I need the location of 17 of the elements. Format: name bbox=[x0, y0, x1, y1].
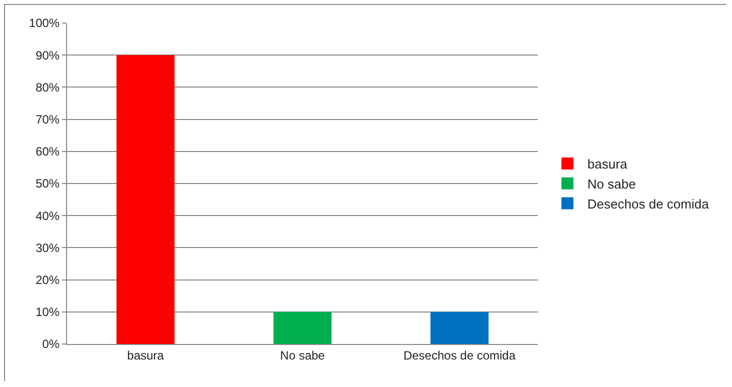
x-tick-label: No sabe bbox=[280, 348, 326, 362]
y-tick-label: 70% bbox=[36, 112, 60, 126]
y-tick-label: 40% bbox=[36, 208, 60, 223]
y-tick-label: 100% bbox=[28, 16, 60, 30]
y-tick-label: 0% bbox=[42, 337, 60, 352]
legend-label: Desechos de comida bbox=[587, 196, 710, 212]
y-tick-label: 10% bbox=[36, 305, 60, 320]
y-tick-label: 20% bbox=[36, 273, 60, 287]
legend-label: basura bbox=[587, 156, 628, 172]
y-tick-label: 30% bbox=[36, 240, 60, 255]
x-tick-label: basura bbox=[127, 348, 164, 362]
legend-label: No sabe bbox=[587, 176, 636, 192]
y-tick-label: 90% bbox=[36, 48, 60, 62]
y-tick-label: 50% bbox=[36, 176, 60, 191]
x-tick-label: Desechos de comida bbox=[403, 348, 516, 362]
y-tick-label: 60% bbox=[36, 144, 60, 159]
y-tick-label: 80% bbox=[36, 80, 60, 94]
